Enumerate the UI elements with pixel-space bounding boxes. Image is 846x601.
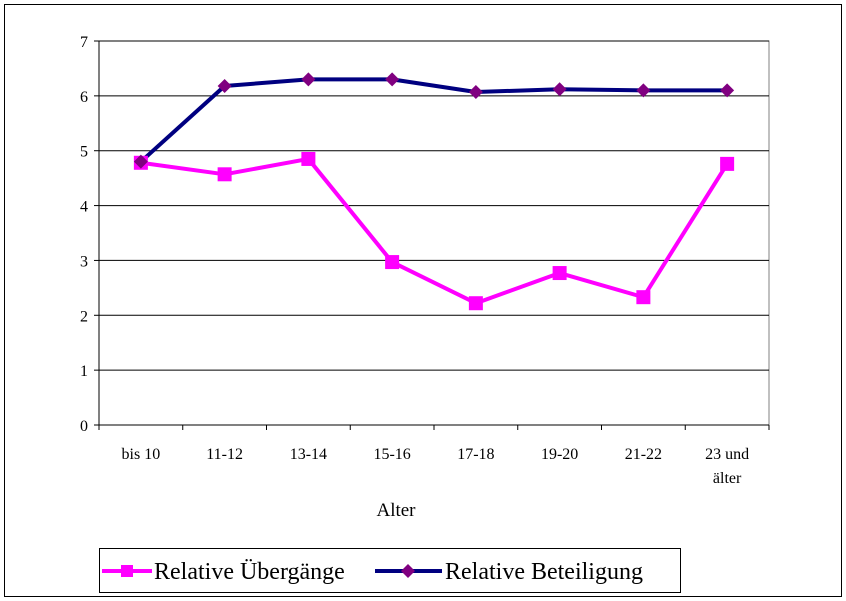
x-tick-label: 13-14: [290, 446, 327, 463]
x-axis: bis 10 11-12 13-14 15-16 17-18 19-20 21-22 23 u…: [98, 424, 770, 487]
data-point-square: [468, 296, 483, 311]
data-point-diamond: [636, 83, 651, 98]
x-tick-label: 21-22: [625, 446, 662, 463]
data-point-square: [301, 151, 316, 166]
y-tick-label: 7: [80, 34, 88, 51]
legend-label-uebergaenge: Relative Übergänge: [154, 559, 345, 585]
data-point-diamond: [552, 82, 567, 97]
data-point-diamond: [720, 83, 735, 98]
data-point-diamond: [301, 72, 316, 87]
y-tick-label: 5: [80, 144, 88, 161]
y-tick-label: 3: [80, 253, 88, 270]
y-tick-label: 1: [80, 363, 88, 380]
x-tick-label: 23 und älter: [705, 446, 749, 487]
data-point-diamond: [385, 72, 400, 87]
legend-graphic: Relative Übergänge Relative Beteiligung: [102, 559, 643, 585]
legend-marker-square: [121, 565, 133, 577]
x-tick-label: bis 10: [122, 446, 161, 463]
y-tick-label: 6: [80, 89, 88, 106]
series-line-relative-uebergaenge: [140, 156, 729, 306]
x-tick-label: 19-20: [541, 446, 578, 463]
legend-marker-diamond: [401, 564, 415, 578]
x-tick-label: 15-16: [373, 446, 410, 463]
x-axis-title: Alter: [376, 500, 416, 521]
data-point-diamond: [217, 78, 232, 93]
y-tick-label: 0: [80, 418, 88, 435]
series-group: [133, 72, 735, 311]
y-tick-label: 4: [80, 199, 88, 216]
data-point-square: [552, 266, 567, 281]
data-point-square: [217, 167, 232, 182]
plot-area: [98, 40, 770, 426]
legend-item-relative-beteiligung: Relative Beteiligung: [375, 559, 643, 585]
data-point-square: [385, 255, 400, 270]
x-tick-label: 11-12: [206, 446, 243, 463]
data-point-diamond: [468, 85, 483, 100]
y-axis: 0 1 2 3 4 5 6 7: [80, 34, 100, 435]
data-point-diamond: [133, 154, 148, 169]
legend-item-relative-uebergaenge: Relative Übergänge: [102, 559, 345, 585]
legend: Relative Übergänge Relative Beteiligung: [99, 548, 681, 593]
legend-label-beteiligung: Relative Beteiligung: [445, 559, 643, 585]
y-tick-label: 2: [80, 308, 88, 325]
gridlines: [99, 40, 769, 371]
data-point-square: [636, 290, 651, 305]
x-tick-label: 17-18: [457, 446, 494, 463]
data-point-square: [720, 156, 735, 171]
series-line-relative-beteiligung: [139, 77, 728, 164]
